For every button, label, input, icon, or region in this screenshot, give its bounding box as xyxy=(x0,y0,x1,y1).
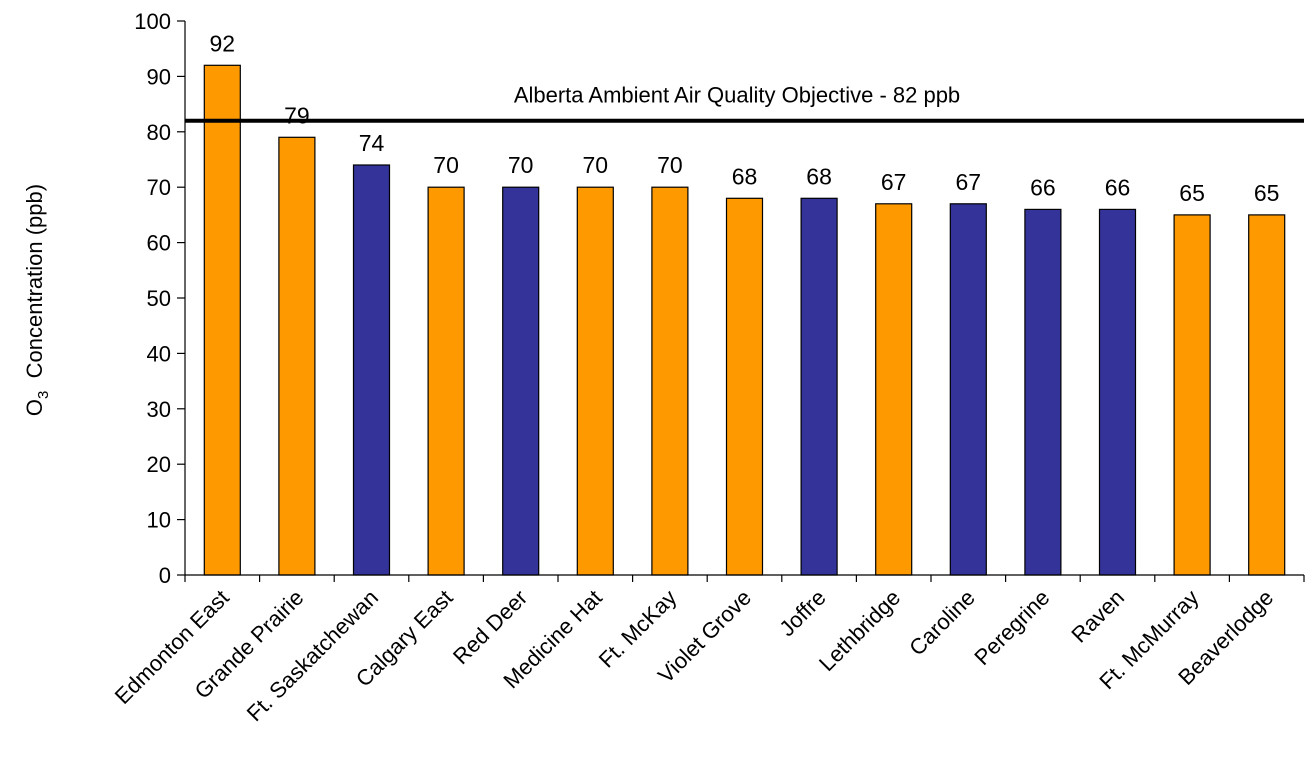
data-label-4: 70 xyxy=(508,152,534,178)
bar-11 xyxy=(1024,208,1062,576)
y-tick-label-10: 10 xyxy=(147,508,171,533)
y-tick-label-60: 60 xyxy=(147,231,171,256)
y-tick-label-30: 30 xyxy=(147,397,171,422)
bar-5 xyxy=(576,186,614,576)
y-axis-label: O3 Concentration (ppb) xyxy=(22,184,52,416)
data-label-13: 65 xyxy=(1179,180,1205,206)
y-tick-label-20: 20 xyxy=(147,452,171,477)
bar-4 xyxy=(502,186,540,576)
data-label-8: 68 xyxy=(806,163,832,189)
x-category-label-11: Peregrine xyxy=(969,585,1054,670)
x-category-label-2: Ft. Saskatchewan xyxy=(242,585,383,726)
data-label-5: 70 xyxy=(583,152,609,178)
data-label-9: 67 xyxy=(881,169,907,195)
reference-line-label: Alberta Ambient Air Quality Objective - … xyxy=(514,83,960,108)
y-tick-label-50: 50 xyxy=(147,286,171,311)
x-category-label-12: Raven xyxy=(1066,585,1129,648)
bar-14 xyxy=(1248,214,1286,576)
x-category-label-10: Caroline xyxy=(904,585,980,661)
y-tick-label-70: 70 xyxy=(147,175,171,200)
y-axis-label-main: O xyxy=(22,399,47,416)
bar-10 xyxy=(949,203,987,576)
y-axis-label-rest: Concentration (ppb) xyxy=(22,184,47,391)
x-category-label-8: Joffre xyxy=(774,585,830,641)
data-label-3: 70 xyxy=(433,152,459,178)
bar-8 xyxy=(800,197,838,576)
y-tick-label-40: 40 xyxy=(147,341,171,366)
data-label-1: 79 xyxy=(284,102,310,128)
data-label-6: 70 xyxy=(657,152,683,178)
bar-6 xyxy=(651,186,689,576)
x-category-label-9: Lethbridge xyxy=(814,585,905,676)
data-label-0: 92 xyxy=(210,30,236,56)
y-tick-label-90: 90 xyxy=(147,64,171,89)
y-axis-label-subscript: 3 xyxy=(35,391,52,399)
data-label-10: 67 xyxy=(956,169,982,195)
bar-9 xyxy=(875,203,913,576)
data-label-2: 74 xyxy=(359,130,385,156)
bar-3 xyxy=(427,186,465,576)
bar-0 xyxy=(203,64,241,576)
data-label-7: 68 xyxy=(732,163,758,189)
bar-13 xyxy=(1173,214,1211,576)
y-tick-label-80: 80 xyxy=(147,120,171,145)
y-tick-label-100: 100 xyxy=(134,9,171,34)
y-tick-label-0: 0 xyxy=(159,563,171,588)
bar-2 xyxy=(352,164,391,576)
data-label-14: 65 xyxy=(1254,180,1280,206)
data-label-12: 66 xyxy=(1105,174,1131,200)
bar-12 xyxy=(1098,208,1137,576)
bar-7 xyxy=(725,197,764,576)
bar-1 xyxy=(278,136,316,576)
data-label-11: 66 xyxy=(1030,174,1056,200)
